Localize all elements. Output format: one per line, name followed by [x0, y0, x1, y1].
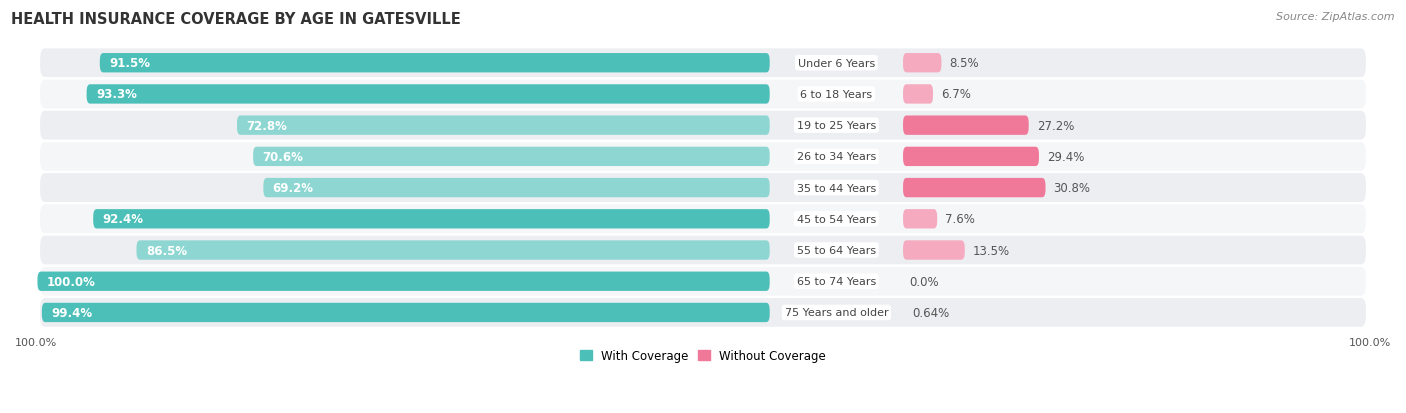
Text: 0.64%: 0.64% [912, 306, 950, 319]
FancyBboxPatch shape [41, 112, 1365, 140]
FancyBboxPatch shape [136, 241, 769, 260]
FancyBboxPatch shape [38, 272, 769, 291]
FancyBboxPatch shape [903, 116, 1029, 135]
FancyBboxPatch shape [41, 298, 1365, 327]
FancyBboxPatch shape [903, 241, 965, 260]
Text: 35 to 44 Years: 35 to 44 Years [797, 183, 876, 193]
FancyBboxPatch shape [253, 147, 769, 167]
Text: 7.6%: 7.6% [945, 213, 976, 226]
FancyBboxPatch shape [93, 210, 769, 229]
Text: 6 to 18 Years: 6 to 18 Years [800, 90, 873, 100]
Text: 99.4%: 99.4% [51, 306, 93, 319]
Text: 19 to 25 Years: 19 to 25 Years [797, 121, 876, 131]
FancyBboxPatch shape [238, 116, 769, 135]
FancyBboxPatch shape [903, 210, 938, 229]
Text: 91.5%: 91.5% [110, 57, 150, 70]
Text: 92.4%: 92.4% [103, 213, 143, 226]
Text: HEALTH INSURANCE COVERAGE BY AGE IN GATESVILLE: HEALTH INSURANCE COVERAGE BY AGE IN GATE… [11, 12, 461, 27]
Text: 65 to 74 Years: 65 to 74 Years [797, 277, 876, 287]
FancyBboxPatch shape [100, 54, 769, 73]
Text: 8.5%: 8.5% [949, 57, 979, 70]
FancyBboxPatch shape [41, 236, 1365, 265]
FancyBboxPatch shape [41, 174, 1365, 202]
FancyBboxPatch shape [903, 85, 934, 104]
FancyBboxPatch shape [87, 85, 769, 104]
Legend: With Coverage, Without Coverage: With Coverage, Without Coverage [575, 345, 831, 367]
Text: Source: ZipAtlas.com: Source: ZipAtlas.com [1277, 12, 1395, 22]
FancyBboxPatch shape [903, 54, 942, 73]
FancyBboxPatch shape [41, 142, 1365, 171]
FancyBboxPatch shape [903, 178, 1046, 198]
Text: 69.2%: 69.2% [273, 182, 314, 195]
Text: 13.5%: 13.5% [973, 244, 1010, 257]
Text: Under 6 Years: Under 6 Years [797, 59, 875, 69]
Text: 0.0%: 0.0% [910, 275, 939, 288]
Text: 93.3%: 93.3% [96, 88, 136, 101]
Text: 26 to 34 Years: 26 to 34 Years [797, 152, 876, 162]
Text: 70.6%: 70.6% [263, 150, 304, 164]
Text: 45 to 54 Years: 45 to 54 Years [797, 214, 876, 224]
Text: 27.2%: 27.2% [1036, 119, 1074, 132]
Text: 30.8%: 30.8% [1053, 182, 1091, 195]
FancyBboxPatch shape [263, 178, 769, 198]
FancyBboxPatch shape [41, 49, 1365, 78]
Text: 86.5%: 86.5% [146, 244, 187, 257]
FancyBboxPatch shape [41, 205, 1365, 234]
Text: 75 Years and older: 75 Years and older [785, 308, 889, 318]
Text: 29.4%: 29.4% [1047, 150, 1084, 164]
Text: 55 to 64 Years: 55 to 64 Years [797, 245, 876, 255]
FancyBboxPatch shape [41, 81, 1365, 109]
Text: 6.7%: 6.7% [941, 88, 972, 101]
FancyBboxPatch shape [41, 267, 1365, 296]
Text: 72.8%: 72.8% [246, 119, 287, 132]
FancyBboxPatch shape [903, 147, 1039, 167]
Text: 100.0%: 100.0% [46, 275, 96, 288]
FancyBboxPatch shape [42, 303, 769, 323]
